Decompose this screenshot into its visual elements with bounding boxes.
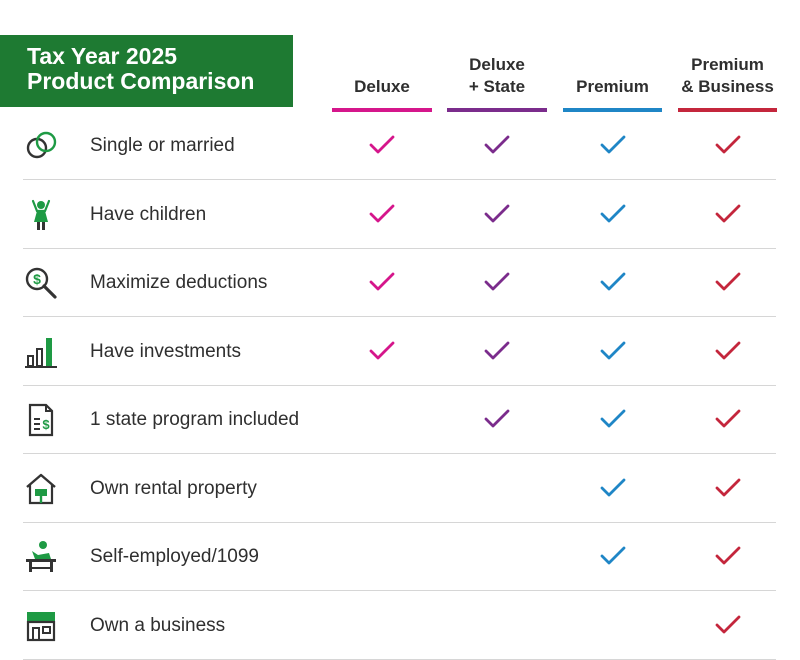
checkmark-icon	[369, 271, 395, 293]
checkmark-icon	[715, 203, 741, 225]
child-icon	[23, 197, 59, 233]
checkmark-icon	[484, 408, 510, 430]
title-line-1: Tax Year 2025	[27, 43, 178, 69]
feature-row: $1 state program included	[23, 386, 776, 454]
rings-icon	[23, 128, 59, 164]
column-header-premium-business: Premium & Business	[678, 0, 777, 112]
checkmark-icon	[600, 545, 626, 567]
feature-label: Own a business	[90, 614, 226, 636]
row-divider	[23, 179, 776, 180]
column-header-premium: Premium	[563, 0, 662, 112]
svg-text:$: $	[33, 271, 41, 287]
feature-row: Own a business	[23, 592, 776, 660]
row-divider	[23, 316, 776, 317]
house-sign-icon	[23, 471, 59, 507]
document-dollar-icon: $	[23, 402, 59, 438]
feature-label: Have investments	[90, 340, 242, 362]
page-title: Tax Year 2025 Product Comparison	[0, 35, 293, 107]
column-header-deluxe: Deluxe	[332, 0, 432, 112]
feature-row: Have children	[23, 181, 776, 249]
row-divider	[23, 453, 776, 454]
checkmark-icon	[484, 340, 510, 362]
checkmark-icon	[600, 134, 626, 156]
feature-label: Own rental property	[90, 477, 257, 499]
title-line-2: Product Comparison	[27, 68, 255, 94]
svg-text:$: $	[42, 417, 50, 432]
person-desk-icon	[23, 539, 59, 575]
row-divider	[23, 384, 776, 386]
checkmark-icon	[369, 340, 395, 362]
checkmark-icon	[715, 545, 741, 567]
checkmark-icon	[484, 271, 510, 293]
feature-label: 1 state program included	[90, 409, 300, 430]
checkmark-icon	[600, 271, 626, 293]
checkmark-icon	[600, 340, 626, 362]
column-header-label: Premium	[576, 77, 649, 96]
feature-label: Self-employed/1099	[90, 546, 259, 567]
checkmark-icon	[715, 614, 741, 636]
bar-chart-icon	[23, 334, 59, 370]
checkmark-icon	[484, 203, 510, 225]
checkmark-icon	[715, 408, 741, 430]
column-header-underline	[678, 108, 777, 112]
feature-row: Have investments	[23, 318, 776, 386]
row-divider	[23, 247, 776, 249]
checkmark-icon	[715, 477, 741, 499]
checkmark-icon	[715, 134, 741, 156]
column-header-label: Premium & Business	[681, 55, 774, 96]
feature-row: $ Maximize deductions	[23, 249, 776, 317]
feature-label: Have children	[90, 203, 207, 225]
feature-row: Self-employed/1099	[23, 523, 776, 591]
feature-row: Single or married	[23, 112, 776, 180]
row-divider	[23, 521, 776, 523]
column-header-underline	[332, 108, 432, 112]
column-header-deluxe-state: Deluxe + State	[447, 0, 547, 112]
checkmark-icon	[600, 477, 626, 499]
checkmark-icon	[369, 203, 395, 225]
row-divider	[23, 590, 776, 591]
column-header-label: Deluxe + State	[468, 55, 526, 96]
column-header-underline	[563, 108, 662, 112]
checkmark-icon	[484, 134, 510, 156]
checkmark-icon	[715, 271, 741, 293]
feature-label: Maximize deductions	[90, 272, 268, 293]
checkmark-icon	[600, 408, 626, 430]
column-header-label: Deluxe	[354, 77, 410, 96]
magnifier-dollar-icon: $	[23, 265, 59, 301]
storefront-icon	[23, 608, 59, 644]
feature-row: Own rental property	[23, 455, 776, 523]
checkmark-icon	[600, 203, 626, 225]
checkmark-icon	[715, 340, 741, 362]
column-header-underline	[447, 108, 547, 112]
checkmark-icon	[369, 134, 395, 156]
feature-label: Single or married	[90, 135, 235, 156]
